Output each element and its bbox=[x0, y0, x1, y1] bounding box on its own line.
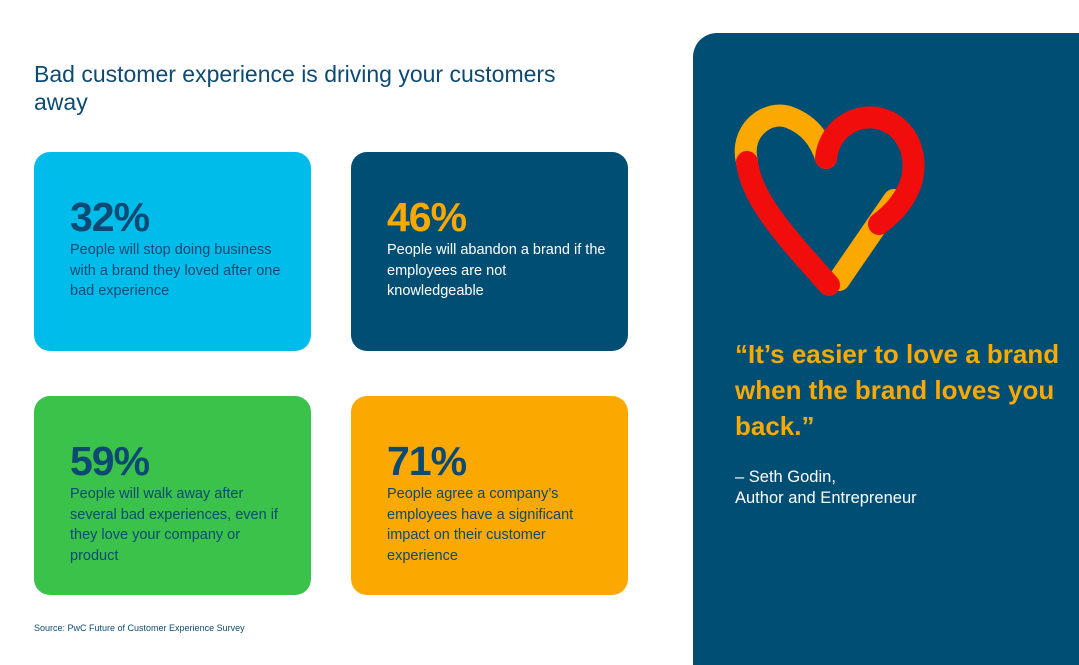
stat-description: People will stop doing business with a b… bbox=[70, 242, 281, 300]
quote-text: “It’s easier to love a brand when the br… bbox=[735, 339, 1060, 441]
stat-description: People agree a company’s employees have … bbox=[387, 486, 574, 564]
stat-card-59: 59% People will walk away after several … bbox=[34, 396, 311, 595]
stat-card-32: 32% People will stop doing business with… bbox=[34, 152, 311, 351]
stat-description: People will walk away after several bad … bbox=[70, 486, 278, 564]
stat-description: People will abandon a brand if the emplo… bbox=[387, 242, 606, 300]
quote-author: – Seth Godin, bbox=[735, 468, 836, 486]
stat-value: 46% bbox=[387, 194, 467, 240]
source-note: Source: PwC Future of Customer Experienc… bbox=[34, 623, 245, 633]
stat-card-71: 71% People agree a company’s employees h… bbox=[351, 396, 628, 595]
stat-value: 59% bbox=[70, 438, 150, 484]
quote-attribution: – Seth Godin, Author and Entrepreneur bbox=[735, 467, 1055, 509]
quote-author-role: Author and Entrepreneur bbox=[735, 489, 917, 507]
heart-icon bbox=[734, 104, 925, 296]
stat-value: 71% bbox=[387, 438, 467, 484]
stat-value: 32% bbox=[70, 194, 150, 240]
page-title: Bad customer experience is driving your … bbox=[34, 61, 556, 115]
stat-card-46: 46% People will abandon a brand if the e… bbox=[351, 152, 628, 351]
